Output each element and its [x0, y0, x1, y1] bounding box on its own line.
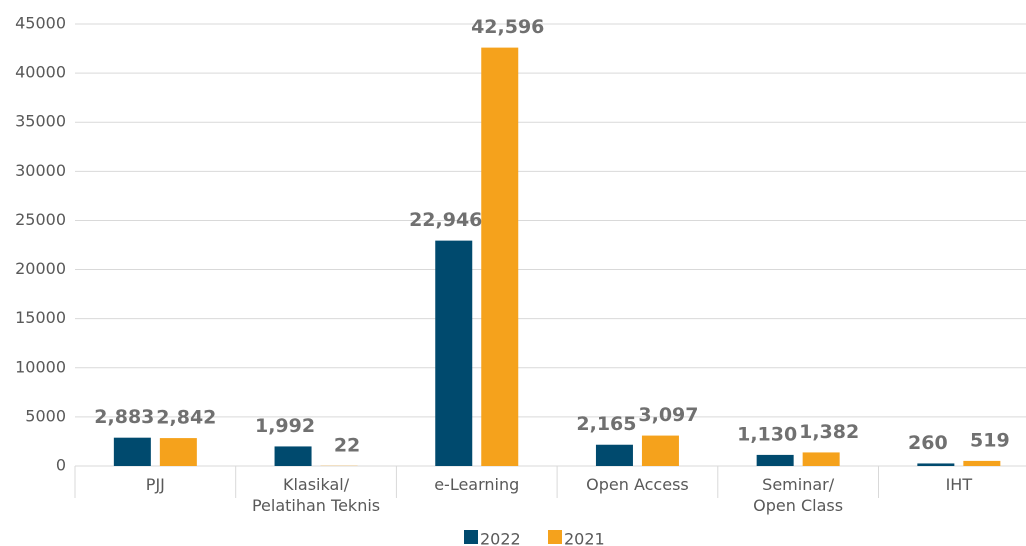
y-tick-label: 35000: [15, 112, 66, 131]
bar: [641, 435, 679, 466]
bar: [274, 446, 312, 466]
value-label: 3,097: [638, 404, 698, 426]
y-tick-label: 0: [56, 456, 66, 475]
value-label: 22: [334, 434, 360, 456]
value-label: 1,130: [737, 423, 797, 445]
value-label: 260: [908, 432, 948, 454]
y-tick-label: 40000: [15, 63, 66, 82]
value-label: 1,382: [799, 421, 859, 443]
x-tick-label: IHT: [945, 475, 973, 494]
bar: [756, 454, 794, 466]
x-tick-label: e-Learning: [434, 475, 520, 494]
bar: [113, 437, 151, 466]
value-label: 1,992: [255, 415, 315, 437]
x-tick-label: Open Access: [586, 475, 689, 494]
bar: [435, 240, 473, 466]
x-tick-label: PJJ: [145, 475, 165, 494]
legend-label: 2021: [564, 530, 605, 546]
bar: [917, 463, 955, 466]
x-tick-label: Klasikal/ Pelatihan Teknis: [251, 475, 381, 515]
value-label: 2,883: [94, 406, 154, 428]
x-tick-label: Seminar/ Open Class: [753, 475, 844, 515]
y-tick-label: 10000: [15, 357, 66, 376]
bar: [595, 444, 633, 466]
y-tick-label: 25000: [15, 210, 66, 229]
value-label: 42,596: [471, 16, 544, 38]
value-label: 22,946: [409, 209, 482, 231]
bar: [159, 438, 197, 466]
y-tick-label: 5000: [25, 406, 66, 425]
bar: [481, 47, 519, 467]
legend-swatch: [464, 530, 478, 544]
bar: [963, 460, 1001, 466]
value-label: 2,842: [156, 407, 216, 429]
y-tick-label: 45000: [15, 14, 66, 33]
bar: [802, 452, 840, 466]
value-label: 519: [970, 429, 1010, 451]
value-label: 2,165: [576, 413, 636, 435]
y-tick-label: 30000: [15, 161, 66, 180]
y-tick-label: 20000: [15, 259, 66, 278]
legend-swatch: [548, 530, 562, 544]
y-tick-label: 15000: [15, 308, 66, 327]
legend-label: 2022: [480, 530, 521, 546]
